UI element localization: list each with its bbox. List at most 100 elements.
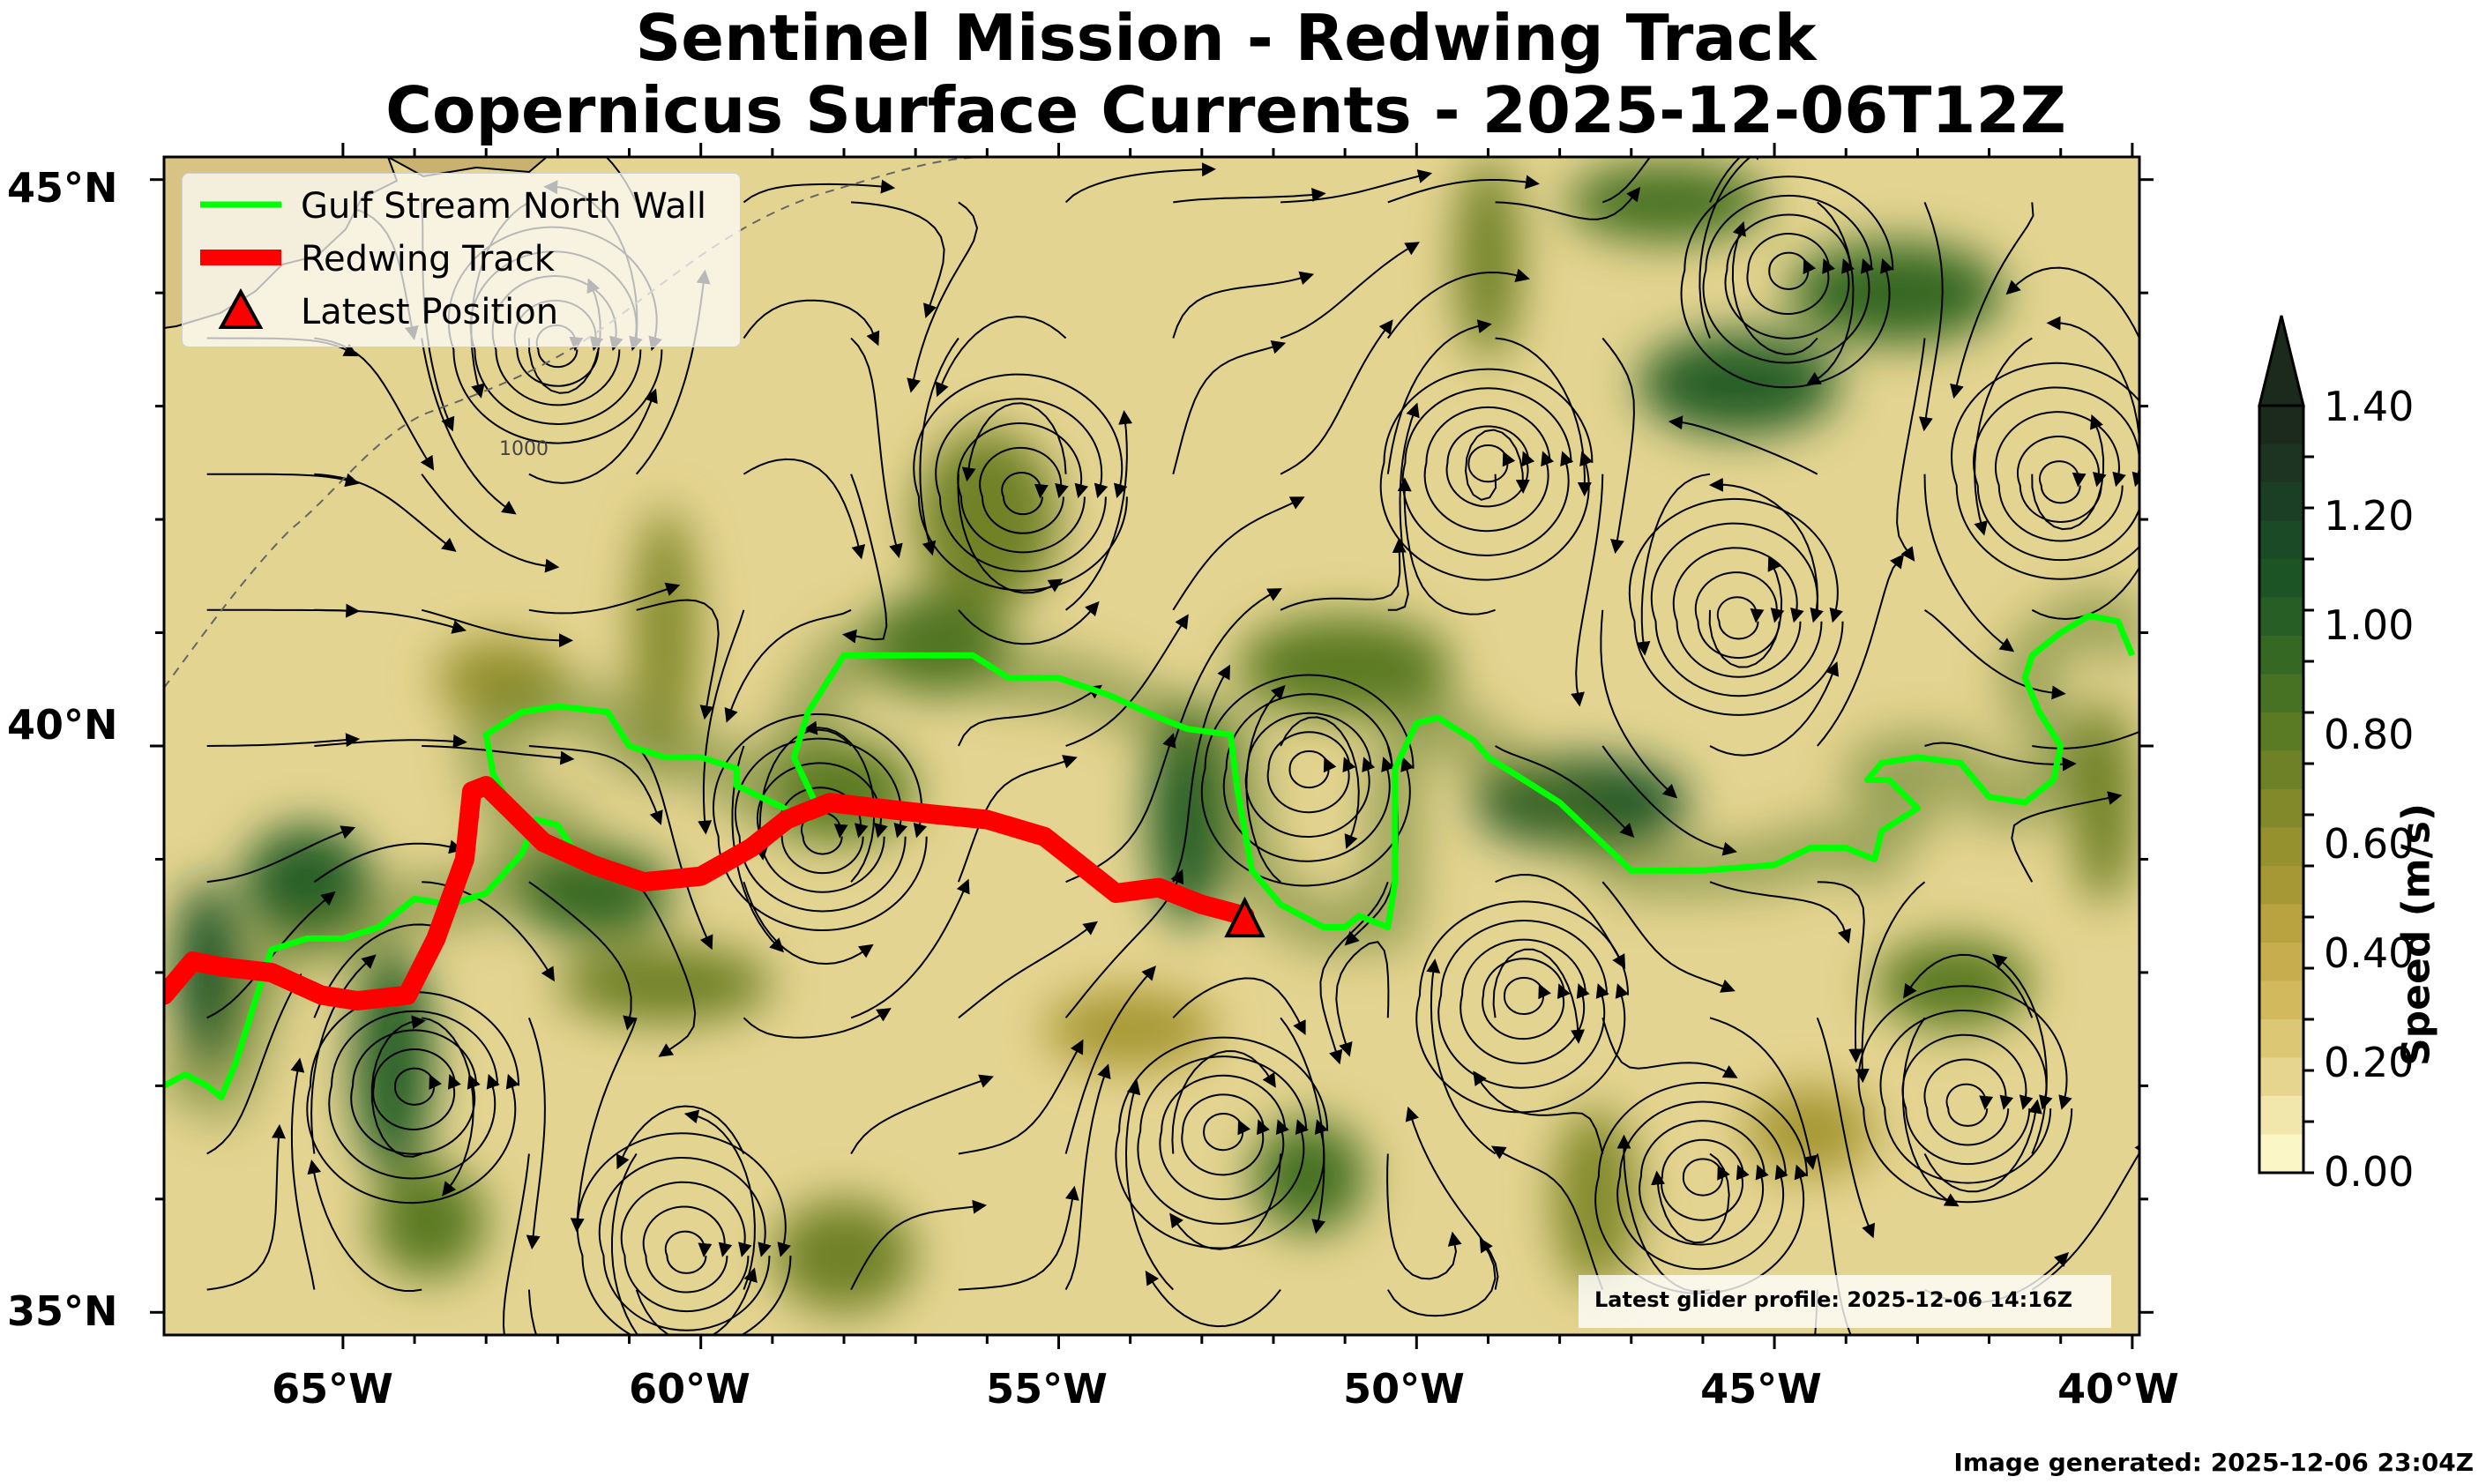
streamline (620, 1181, 752, 1313)
streamline (1708, 477, 1819, 610)
streamline (306, 991, 520, 1204)
streamline (1668, 415, 1818, 475)
streamline (2139, 413, 2207, 610)
streamline (1064, 410, 1133, 611)
streamline (2139, 966, 2275, 1018)
streamline (907, 201, 979, 393)
streamline (851, 201, 945, 318)
streamline (1651, 1152, 1730, 1244)
streamline (1601, 337, 1635, 555)
streamline (1923, 1099, 2042, 1193)
streamline (1280, 538, 1407, 611)
streamline (1172, 271, 1315, 339)
streamline (1709, 881, 1852, 944)
streamline (1682, 1158, 1730, 1197)
streamline (935, 316, 1067, 398)
lat-tick-label: 40°N (7, 701, 118, 749)
speed-blob (772, 1198, 916, 1313)
streamline (1650, 522, 1824, 697)
triangle-icon (218, 288, 264, 329)
streamline (1172, 496, 1305, 611)
streamline (1266, 731, 1356, 814)
streamline (1768, 251, 1817, 290)
streamline (1709, 660, 1840, 757)
lon-tick-label: 65°W (272, 1365, 393, 1413)
streamline (422, 745, 575, 765)
streamline (712, 713, 928, 931)
streamlines (206, 157, 2284, 1335)
lon-tick-label: 45°W (1700, 1365, 1822, 1413)
speed-blob (1638, 332, 1840, 435)
streamline (1805, 201, 1855, 385)
streamline (1636, 473, 1711, 656)
colorbar-tick-label: 0.00 (2324, 1148, 2415, 1196)
streamline (1145, 1270, 1281, 1328)
streamline (394, 1067, 442, 1106)
streamline (1387, 402, 1420, 611)
streamline (1601, 745, 1737, 856)
streamline (1222, 693, 1395, 862)
streamline (1124, 1079, 1175, 1291)
streamline (576, 1132, 792, 1335)
streamline (1280, 1017, 1325, 1234)
streamline (1857, 985, 2073, 1204)
colorbar-tick-label: 0.20 (2324, 1039, 2415, 1086)
streamline (1115, 1036, 1329, 1249)
streamline (957, 755, 1078, 883)
streamline (2139, 1271, 2284, 1290)
legend-label: Gulf Stream North Wall (301, 186, 707, 227)
lon-tick-label: 50°W (1343, 1365, 1465, 1413)
streamline (528, 582, 681, 615)
streamline (664, 1230, 713, 1274)
streamline (1616, 1100, 1788, 1271)
streamline (1415, 900, 1630, 1114)
streamline (935, 398, 1109, 572)
streamline (1064, 162, 1216, 204)
streamline (372, 1048, 461, 1130)
streamline (1319, 881, 1389, 1065)
streamline (528, 881, 637, 1031)
streamline (206, 733, 361, 748)
speed-blob (371, 1165, 487, 1279)
streamline (958, 921, 1098, 1019)
speed-blob (243, 824, 372, 939)
streamline (1064, 1063, 1111, 1291)
colorbar-ticks (2303, 455, 2314, 1175)
streamline (502, 1153, 530, 1335)
streamline (1945, 1083, 1994, 1127)
colorbar-tick-label: 1.00 (2324, 601, 2415, 649)
streamline (1918, 202, 1944, 432)
streamline (206, 825, 356, 884)
streamline (1495, 874, 1626, 969)
streamline (206, 473, 360, 488)
legend-label: Latest Position (301, 292, 559, 332)
streamline (1817, 881, 1865, 1063)
streamline (1280, 319, 1393, 475)
streamline (1467, 444, 1516, 483)
streamline (1159, 1074, 1289, 1201)
streamline (1387, 175, 1540, 204)
latest-position-marker (1224, 896, 1265, 938)
streamline (1879, 1010, 2053, 1184)
streamline (1855, 881, 1926, 1084)
streamline (1464, 429, 1530, 501)
streamline (290, 1057, 316, 1290)
streamline (421, 1017, 474, 1197)
streamline (1492, 948, 1586, 1044)
streamline (1495, 745, 1635, 839)
streamline (1951, 362, 2139, 580)
streamline (803, 720, 876, 883)
streamline (526, 1017, 546, 1250)
streamline (1172, 664, 1231, 883)
streamline (528, 388, 658, 484)
streamline (2139, 1091, 2274, 1154)
streamline (1896, 338, 1926, 562)
legend-item-latest-position: Latest Position (183, 287, 740, 336)
speed-blob (915, 429, 1059, 610)
streamline (1386, 319, 1492, 474)
streamline (913, 373, 1128, 592)
streamline (313, 839, 464, 884)
colorbar-tick-label: 1.40 (2324, 383, 2415, 430)
streamline (734, 737, 907, 913)
streamline (421, 608, 573, 648)
